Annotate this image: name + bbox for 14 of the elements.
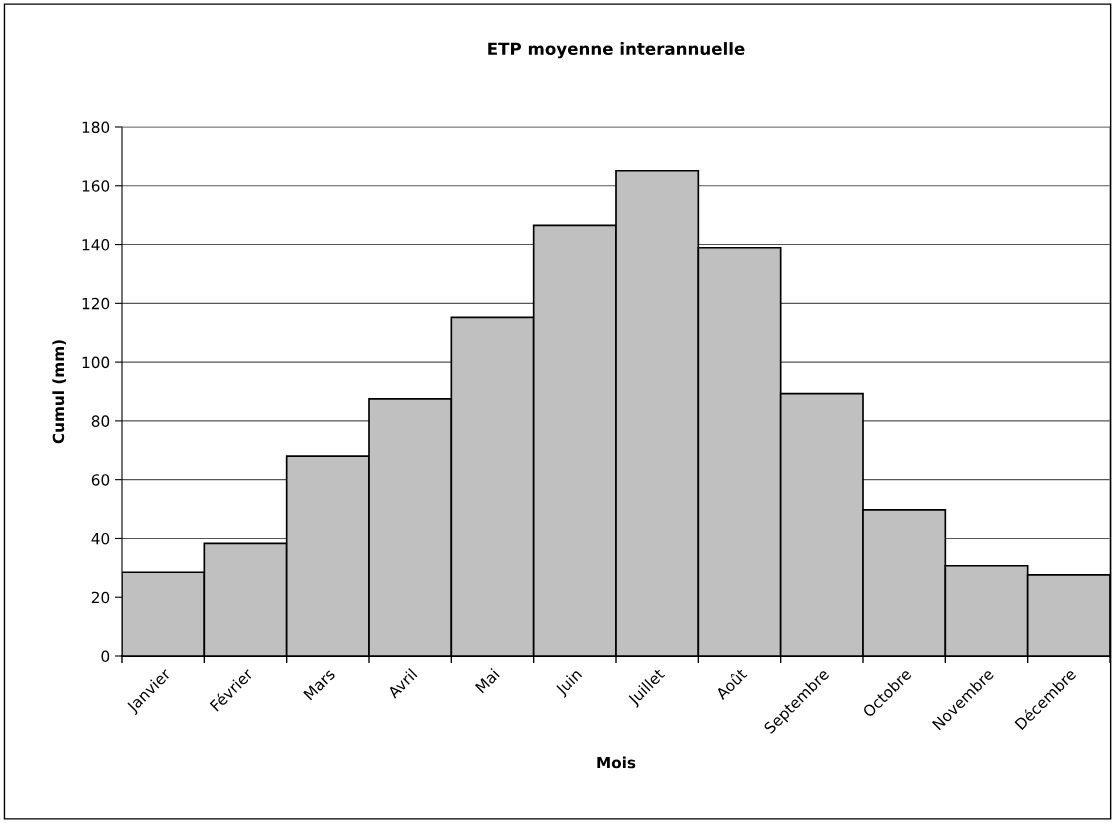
y-tick-label: 160 <box>82 180 110 192</box>
y-tick-label: 180 <box>82 121 110 134</box>
y-tick-label: 100 <box>82 356 110 369</box>
y-tick-label: 40 <box>91 532 110 545</box>
y-axis-title: Cumul (mm) <box>52 340 66 444</box>
y-tick-label: 80 <box>91 415 110 427</box>
chart-title: ETP moyenne interannuelle <box>488 42 745 59</box>
y-tick-label: 60 <box>91 474 110 486</box>
x-axis-title: Mois <box>597 756 636 769</box>
y-tick-label: 140 <box>82 239 110 251</box>
y-tick-label: 120 <box>82 297 110 310</box>
y-tick-label: 0 <box>101 650 110 663</box>
y-tick-label: 20 <box>91 591 110 604</box>
x-tick-label: Mai <box>474 668 500 694</box>
